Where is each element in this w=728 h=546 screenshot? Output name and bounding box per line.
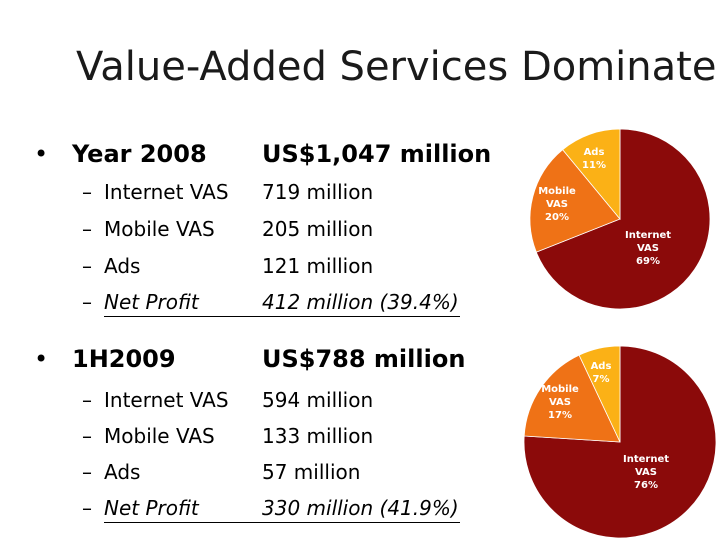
item-label: Internet VAS bbox=[104, 180, 229, 204]
pie-slice-ads bbox=[562, 128, 621, 221]
dash-icon: – bbox=[82, 424, 92, 448]
slide-title: Value-Added Services Dominate bbox=[76, 44, 717, 90]
item-label: Mobile VAS bbox=[104, 217, 215, 241]
net-profit-underline bbox=[104, 316, 460, 317]
pie-label-internet: Internet VAS 69% bbox=[625, 230, 671, 267]
section-label: Year 2008 bbox=[72, 140, 207, 168]
net-profit-value: 412 million (39.4%) bbox=[262, 290, 459, 314]
bullet-icon: • bbox=[34, 140, 49, 168]
net-profit-underline bbox=[104, 522, 460, 523]
item-label: Ads bbox=[104, 460, 141, 484]
item-value: 133 million bbox=[262, 424, 374, 448]
dash-icon: – bbox=[82, 388, 92, 412]
pie-label-ads: Ads 11% bbox=[582, 147, 606, 171]
dash-icon: – bbox=[82, 290, 92, 314]
pie-label-internet: Internet VAS 76% bbox=[623, 454, 669, 491]
net-profit-value: 330 million (41.9%) bbox=[262, 496, 459, 520]
pie-slice-internet bbox=[535, 128, 711, 310]
net-profit-label: Net Profit bbox=[104, 496, 199, 520]
pie-slice-mobile bbox=[523, 354, 621, 443]
item-label: Ads bbox=[104, 254, 141, 278]
pie-chart-2008: Internet VAS 69% Mobile VAS 20%Ads 11% bbox=[529, 128, 711, 310]
section-total: US$788 million bbox=[262, 345, 466, 373]
pie-slice-internet bbox=[523, 345, 717, 539]
pie-label-ads: Ads 7% bbox=[591, 361, 612, 385]
net-profit-label: Net Profit bbox=[104, 290, 199, 314]
item-value: 57 million bbox=[262, 460, 361, 484]
section-label: 1H2009 bbox=[72, 345, 176, 373]
item-value: 719 million bbox=[262, 180, 374, 204]
dash-icon: – bbox=[82, 496, 92, 520]
dash-icon: – bbox=[82, 254, 92, 278]
dash-icon: – bbox=[82, 460, 92, 484]
item-value: 205 million bbox=[262, 217, 374, 241]
item-label: Internet VAS bbox=[104, 388, 229, 412]
pie-chart-1h2009: Internet VAS 76% Mobile VAS 17% Ads 7% bbox=[523, 345, 717, 539]
pie-slice-ads bbox=[578, 345, 621, 443]
pie-slice-mobile bbox=[529, 149, 621, 253]
dash-icon: – bbox=[82, 180, 92, 204]
pie-label-mobile: Mobile VAS 17% bbox=[541, 384, 579, 421]
item-value: 121 million bbox=[262, 254, 374, 278]
dash-icon: – bbox=[82, 217, 92, 241]
item-label: Mobile VAS bbox=[104, 424, 215, 448]
section-total: US$1,047 million bbox=[262, 140, 492, 168]
pie-label-mobile: Mobile VAS 20% bbox=[538, 186, 576, 223]
bullet-icon: • bbox=[34, 345, 49, 373]
item-value: 594 million bbox=[262, 388, 374, 412]
